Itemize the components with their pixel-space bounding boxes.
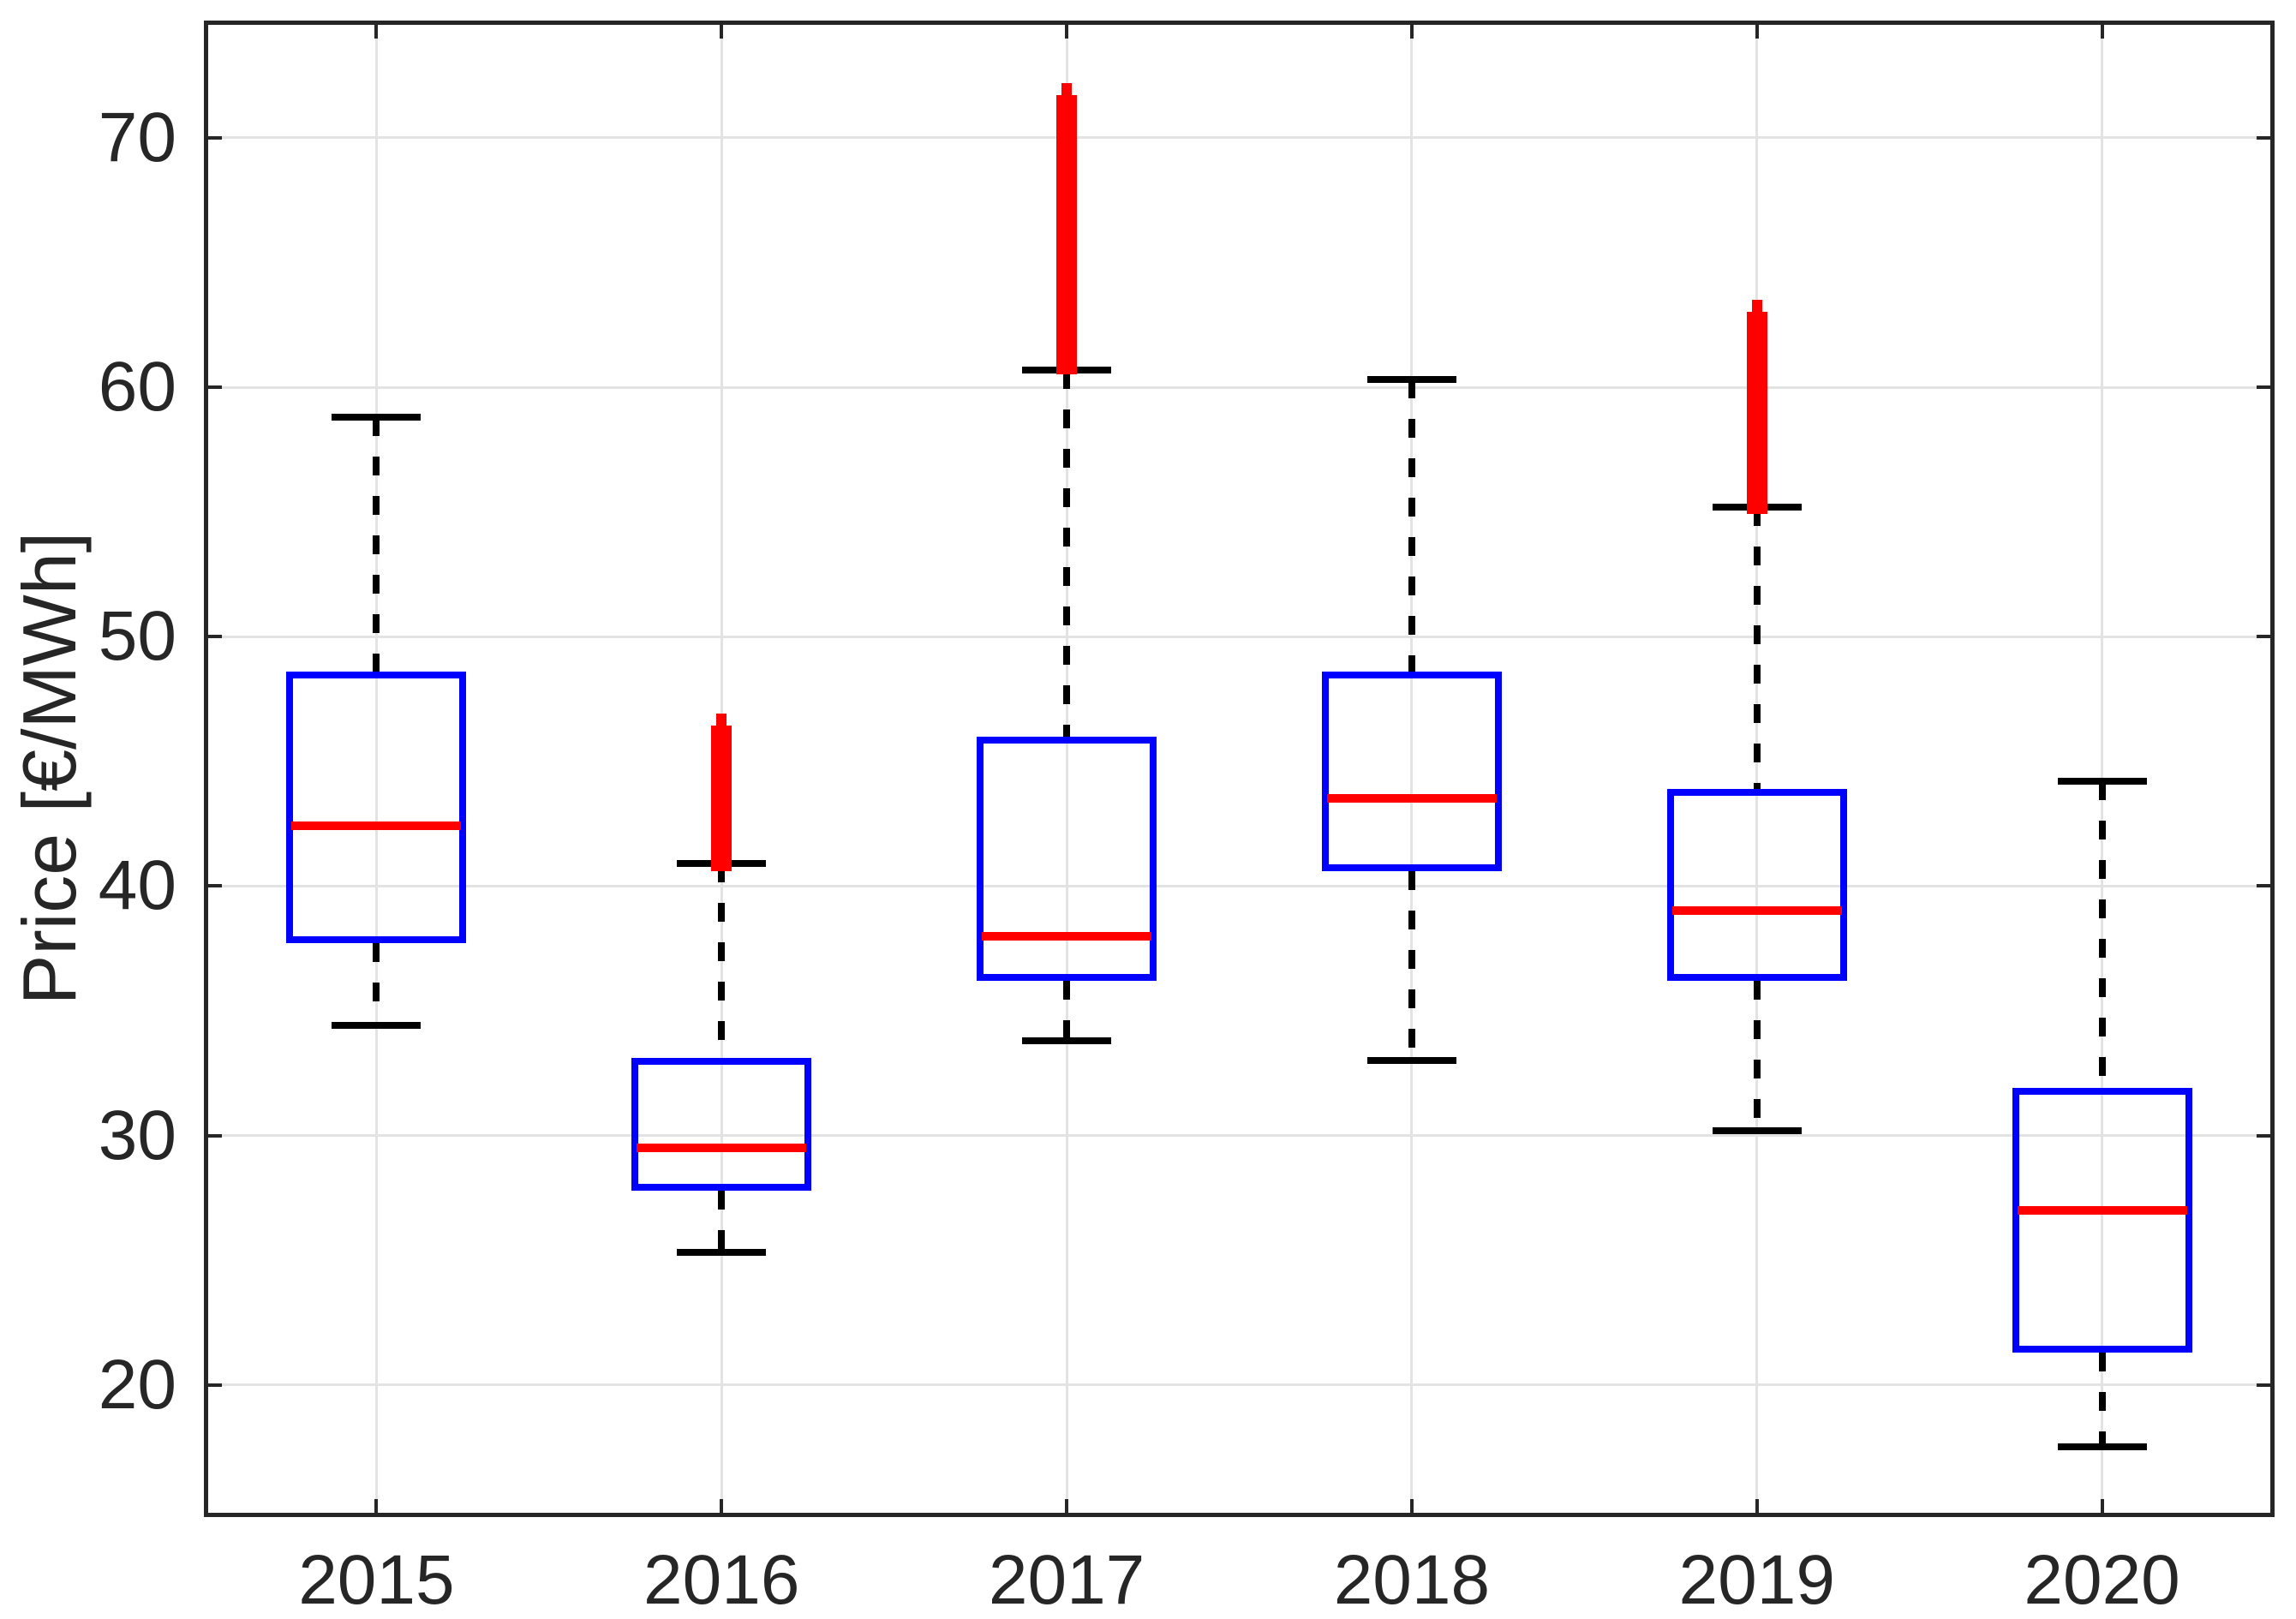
x-tick-top <box>720 21 724 39</box>
outlier-column-2019 <box>1746 312 1767 515</box>
axis-border-bottom <box>204 1513 2275 1517</box>
lower-whisker-2020 <box>2098 1352 2106 1448</box>
lower-whisker-cap-2018 <box>1366 1057 1456 1065</box>
median-2016 <box>637 1144 807 1153</box>
x-tick-top <box>1409 21 1414 39</box>
lower-whisker-2016 <box>718 1190 726 1253</box>
x-tick-bottom <box>1755 1499 1759 1517</box>
x-tick-bottom <box>374 1499 379 1517</box>
upper-whisker-cap-2020 <box>2057 778 2147 786</box>
box-2019 <box>1666 788 1847 981</box>
x-tick-bottom <box>1065 1499 1069 1517</box>
vertical-gridline <box>374 21 378 1517</box>
median-2018 <box>1326 794 1497 804</box>
upper-whisker-2018 <box>1408 379 1415 672</box>
x-tick-label-2015: 2015 <box>298 1541 455 1619</box>
horizontal-gridline <box>204 1383 2275 1387</box>
lower-whisker-2015 <box>373 943 380 1026</box>
lower-whisker-2019 <box>1753 980 1761 1131</box>
lower-whisker-2017 <box>1063 980 1071 1041</box>
y-tick-right <box>2257 135 2275 140</box>
x-tick-top <box>2100 21 2104 39</box>
vertical-gridline <box>1410 21 1414 1517</box>
x-tick-bottom <box>2100 1499 2104 1517</box>
median-2015 <box>291 821 462 831</box>
outlier-tip-2016 <box>716 714 727 726</box>
x-tick-label-2018: 2018 <box>1333 1541 1491 1619</box>
upper-whisker-2016 <box>718 863 726 1059</box>
x-tick-bottom <box>1409 1499 1414 1517</box>
outlier-tip-2017 <box>1061 82 1073 95</box>
box-2020 <box>2012 1088 2192 1353</box>
y-tick-right <box>2257 884 2275 888</box>
horizontal-gridline <box>204 635 2275 638</box>
lower-whisker-cap-2016 <box>677 1249 767 1257</box>
y-tick-label-70: 70 <box>98 98 176 176</box>
median-2019 <box>1671 906 1842 916</box>
axis-border-left <box>204 21 208 1517</box>
box-2015 <box>286 671 467 944</box>
upper-whisker-cap-2015 <box>332 413 422 421</box>
x-tick-top <box>1755 21 1759 39</box>
upper-whisker-2020 <box>2098 781 2106 1089</box>
y-tick-left <box>204 884 222 888</box>
lower-whisker-cap-2020 <box>2057 1443 2147 1451</box>
x-tick-label-2019: 2019 <box>1678 1541 1835 1619</box>
lower-whisker-cap-2015 <box>332 1022 422 1030</box>
lower-whisker-cap-2017 <box>1022 1037 1112 1044</box>
box-2018 <box>1321 671 1502 871</box>
x-tick-label-2017: 2017 <box>988 1541 1145 1619</box>
horizontal-gridline <box>204 385 2275 389</box>
y-tick-label-40: 40 <box>98 846 176 925</box>
y-tick-left <box>204 1133 222 1138</box>
y-tick-left <box>204 1383 222 1387</box>
median-2020 <box>2017 1205 2187 1215</box>
y-tick-right <box>2257 635 2275 639</box>
vertical-gridline <box>2101 21 2104 1517</box>
y-tick-label-20: 20 <box>98 1345 176 1424</box>
y-tick-left <box>204 385 222 389</box>
y-tick-right <box>2257 1383 2275 1387</box>
upper-whisker-2015 <box>373 416 380 672</box>
horizontal-gridline <box>204 884 2275 887</box>
axis-border-top <box>204 21 2275 25</box>
outlier-column-2017 <box>1056 94 1078 375</box>
box-2017 <box>977 736 1157 981</box>
y-tick-label-30: 30 <box>98 1096 176 1174</box>
axis-border-right <box>2270 21 2275 1517</box>
x-tick-label-2020: 2020 <box>2024 1541 2180 1619</box>
lower-whisker-2018 <box>1408 870 1415 1061</box>
x-tick-label-2016: 2016 <box>643 1541 800 1619</box>
upper-whisker-cap-2018 <box>1366 376 1456 384</box>
x-tick-top <box>374 21 379 39</box>
median-2017 <box>982 931 1152 941</box>
x-tick-top <box>1065 21 1069 39</box>
horizontal-gridline <box>204 1134 2275 1137</box>
y-tick-left <box>204 635 222 639</box>
y-tick-right <box>2257 1133 2275 1138</box>
plot-area <box>204 21 2275 1517</box>
upper-whisker-2017 <box>1063 369 1071 737</box>
box-2016 <box>631 1058 812 1191</box>
outlier-column-2016 <box>711 726 732 871</box>
x-tick-bottom <box>720 1499 724 1517</box>
y-tick-left <box>204 135 222 140</box>
vertical-gridline <box>1065 21 1068 1517</box>
lower-whisker-cap-2019 <box>1712 1126 1802 1134</box>
y-tick-label-50: 50 <box>98 597 176 676</box>
y-tick-right <box>2257 385 2275 389</box>
upper-whisker-2019 <box>1753 506 1761 789</box>
horizontal-gridline <box>204 136 2275 140</box>
y-tick-label-60: 60 <box>98 348 176 426</box>
outlier-tip-2019 <box>1751 300 1762 313</box>
